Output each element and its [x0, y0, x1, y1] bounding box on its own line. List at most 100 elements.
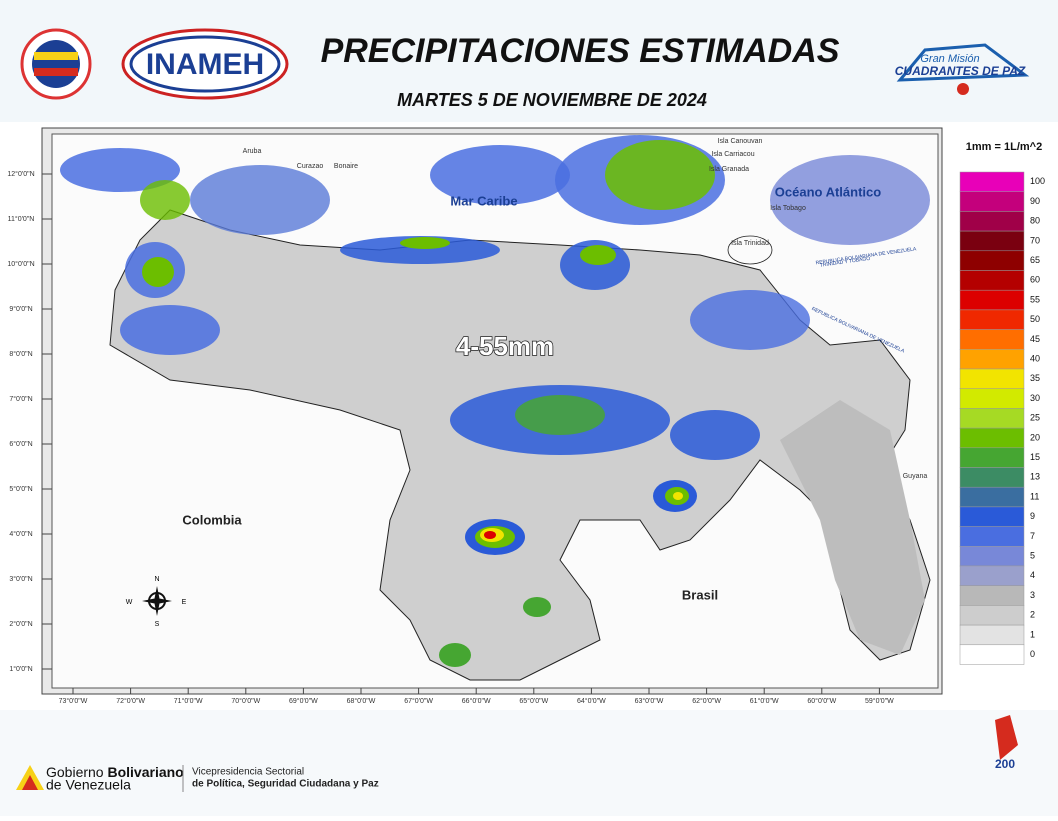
lon-label: 64°0'0"W [577, 697, 606, 705]
legend-swatch [959, 309, 1025, 330]
lon-label: 73°0'0"W [59, 697, 88, 705]
lat-label: 7°0'0"N [9, 395, 32, 403]
gov-text: Gobierno Bolivariano [46, 764, 184, 780]
legend-swatch [959, 447, 1025, 468]
legend-swatch [959, 171, 1025, 192]
legend-swatch [959, 191, 1025, 212]
lat-label: 1°0'0"N [9, 665, 32, 673]
island-label: Isla Tobago [770, 205, 806, 212]
legend-label: 100 [1030, 176, 1045, 186]
lat-label: 11°0'0"N [8, 215, 35, 223]
lon-label: 66°0'0"W [462, 697, 491, 705]
island-label: Bonaire [334, 163, 358, 170]
legend-swatch [959, 624, 1025, 646]
gov-text: Bolivariano [107, 764, 183, 780]
legend-label: 25 [1030, 413, 1040, 423]
legend-label: 1 [1030, 629, 1035, 639]
legend-swatch [959, 211, 1025, 232]
lon-label: 72°0'0"W [116, 697, 145, 705]
legend-label: 0 [1030, 649, 1035, 659]
legend-label: 7 [1030, 531, 1035, 541]
lat-label: 10°0'0"N [7, 260, 34, 268]
island-label: Curazao [297, 163, 324, 170]
legend-label: 30 [1030, 393, 1040, 403]
date: MARTES 5 DE NOVIEMBRE DE 2024 [397, 90, 707, 110]
longitude-labels: 73°0'0"W 72°0'0"W 71°0'0"W 70°0'0"W 69°0'0"W… [59, 688, 894, 705]
lon-label: 60°0'0"W [807, 697, 836, 705]
legend-label: 80 [1030, 216, 1040, 226]
legend-swatch [959, 427, 1025, 449]
legend-swatch [959, 270, 1025, 291]
legend-swatch [959, 467, 1025, 488]
lat-label: 2°0'0"N [9, 620, 32, 628]
legend-swatch [959, 408, 1025, 429]
island-label: Isla Canouvan [718, 138, 763, 145]
lon-label: 61°0'0"W [750, 697, 779, 705]
ministry-logo [20, 28, 92, 100]
lat-label: 5°0'0"N [9, 485, 32, 493]
lon-label: 68°0'0"W [347, 697, 376, 705]
legend-label: 90 [1030, 196, 1040, 206]
footer-band [0, 710, 1058, 816]
range-label: 4-55mm [456, 331, 554, 361]
country-label: Guyana [903, 473, 928, 480]
lon-label: 70°0'0"W [231, 697, 260, 705]
legend-label: 15 [1030, 452, 1040, 462]
logo-text: CUADRANTES DE PAZ [895, 64, 1026, 78]
lat-label: 4°0'0"N [9, 530, 32, 538]
cuadrantes-logo: Gran Misión CUADRANTES DE PAZ [895, 43, 1030, 95]
island-label: Isla Carriacou [711, 151, 754, 158]
lat-label: 3°0'0"N [9, 575, 32, 583]
legend-swatch [959, 388, 1025, 409]
legend-title: 1mm = 1L/m^2 [966, 141, 1042, 153]
ocean-label: Océano Atlántico [775, 184, 881, 199]
legend-label: 3 [1030, 590, 1035, 600]
legend-swatch [959, 585, 1025, 606]
inameh-logo: INAMEH [121, 28, 289, 100]
legend-swatch [959, 250, 1025, 271]
lat-label: 8°0'0"N [9, 350, 32, 358]
legend-label: 11 [1030, 491, 1039, 501]
legend-swatch [959, 605, 1025, 626]
legend-swatch [959, 486, 1025, 508]
lon-label: 63°0'0"W [635, 697, 664, 705]
legend-label: 60 [1030, 275, 1040, 285]
lat-label: 9°0'0"N [9, 305, 32, 313]
legend-label: 4 [1030, 570, 1035, 580]
legend-swatch [959, 565, 1025, 586]
legend-swatch [959, 526, 1025, 547]
legend-label: 45 [1030, 334, 1040, 344]
map-shapes [60, 135, 931, 681]
svg-text:200: 200 [995, 757, 1015, 771]
country-label: Colombia [182, 512, 242, 527]
legend-swatch [959, 368, 1025, 389]
gov-logo: Gobierno Bolivariano de Venezuela Vicepr… [16, 764, 379, 793]
lat-label: 12°0'0"N [7, 170, 34, 178]
lon-label: 67°0'0"W [404, 697, 433, 705]
legend-label: 55 [1030, 294, 1040, 304]
compass: N S E W [126, 576, 187, 628]
legend-label: 2 [1030, 610, 1035, 620]
legend-label: 13 [1030, 472, 1040, 482]
legend-swatch [959, 349, 1025, 370]
legend: 1009080706560555045403530252015131197543… [959, 171, 1045, 665]
country-label: Brasil [682, 587, 718, 602]
legend-label: 9 [1030, 511, 1035, 521]
legend-swatch [959, 546, 1025, 567]
lon-label: 62°0'0"W [692, 697, 721, 705]
legend-label: 35 [1030, 373, 1040, 383]
title: PRECIPITACIONES ESTIMADAS [321, 32, 840, 70]
gov-text: Gobierno [46, 764, 107, 780]
logo-text: INAMEH [146, 48, 264, 81]
legend-swatch [959, 230, 1025, 252]
compass-label: W [126, 599, 133, 606]
vice-text: de Política, Seguridad Ciudadana y Paz [192, 779, 379, 790]
lon-label: 59°0'0"W [865, 697, 894, 705]
compass-label: E [182, 599, 187, 606]
legend-swatch [959, 644, 1025, 665]
island-label: Isla Trinidad [731, 240, 769, 247]
vice-text: Vicepresidencia Sectorial [192, 767, 304, 778]
lon-label: 71°0'0"W [174, 697, 203, 705]
island-label: Aruba [243, 148, 262, 155]
